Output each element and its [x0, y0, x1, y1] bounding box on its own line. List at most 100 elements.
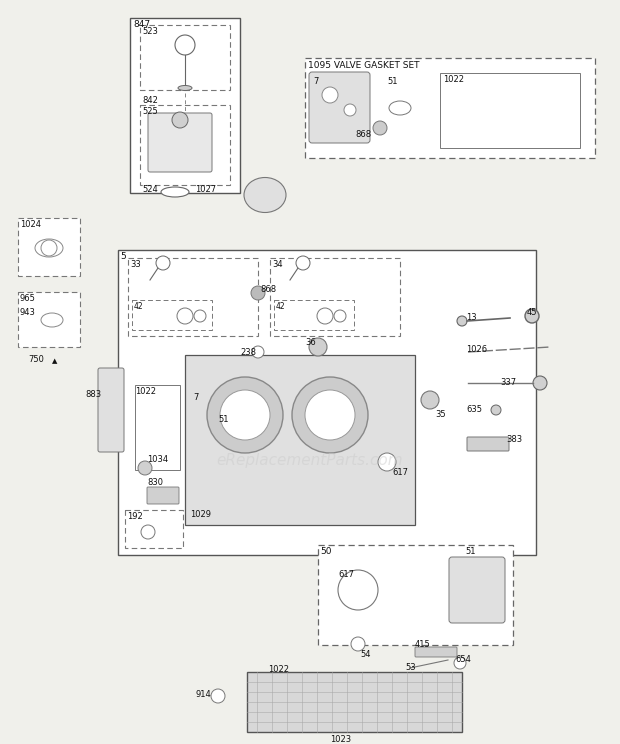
Circle shape — [41, 240, 57, 256]
FancyBboxPatch shape — [98, 368, 124, 452]
Text: 1022: 1022 — [135, 387, 156, 396]
Text: 617: 617 — [392, 468, 408, 477]
FancyBboxPatch shape — [449, 557, 505, 623]
Text: 36: 36 — [305, 338, 316, 347]
Text: 51: 51 — [218, 415, 229, 424]
Text: 847: 847 — [133, 20, 150, 29]
Circle shape — [344, 104, 356, 116]
Circle shape — [533, 376, 547, 390]
Bar — [18, 218, 80, 276]
Text: 1029: 1029 — [190, 510, 211, 519]
Circle shape — [220, 390, 270, 440]
Bar — [440, 73, 580, 148]
Circle shape — [156, 256, 170, 270]
Circle shape — [351, 637, 365, 651]
Circle shape — [251, 286, 265, 300]
Text: 53: 53 — [405, 663, 415, 672]
Text: 192: 192 — [127, 512, 143, 521]
Text: 914: 914 — [196, 690, 212, 699]
Text: 868: 868 — [260, 285, 276, 294]
Bar — [130, 18, 240, 193]
Text: 1027: 1027 — [195, 185, 216, 194]
Text: 750: 750 — [28, 355, 44, 364]
Text: 1024: 1024 — [20, 220, 41, 229]
Text: ▲: ▲ — [52, 358, 58, 364]
Bar — [132, 300, 212, 330]
Text: 5: 5 — [120, 252, 126, 261]
Circle shape — [141, 525, 155, 539]
Text: 35: 35 — [435, 410, 446, 419]
Text: 42: 42 — [276, 302, 286, 311]
Circle shape — [211, 689, 225, 703]
Circle shape — [252, 346, 264, 358]
Bar — [135, 385, 180, 470]
Bar — [185, 355, 415, 525]
Circle shape — [378, 453, 396, 471]
Text: 45: 45 — [527, 308, 538, 317]
Text: 523: 523 — [142, 27, 158, 36]
Text: 1022: 1022 — [268, 665, 289, 674]
Text: 51: 51 — [387, 77, 397, 86]
Text: 33: 33 — [130, 260, 141, 269]
Text: 51: 51 — [465, 547, 476, 556]
Circle shape — [454, 657, 466, 669]
Text: 842: 842 — [142, 96, 158, 105]
Bar — [274, 300, 354, 330]
Circle shape — [292, 377, 368, 453]
Circle shape — [177, 308, 193, 324]
Text: 1023: 1023 — [330, 735, 351, 744]
Bar — [270, 258, 400, 336]
Ellipse shape — [178, 86, 192, 91]
Circle shape — [194, 310, 206, 322]
Circle shape — [296, 256, 310, 270]
Text: 50: 50 — [320, 547, 332, 556]
FancyBboxPatch shape — [148, 113, 212, 172]
Bar — [318, 545, 513, 645]
Text: 1022: 1022 — [443, 75, 464, 84]
Circle shape — [334, 310, 346, 322]
Text: 13: 13 — [466, 313, 477, 322]
Text: 1034: 1034 — [147, 455, 168, 464]
Ellipse shape — [35, 239, 63, 257]
Text: 415: 415 — [415, 640, 431, 649]
Circle shape — [373, 121, 387, 135]
Bar — [18, 292, 80, 347]
Circle shape — [338, 570, 378, 610]
Text: 617: 617 — [338, 570, 354, 579]
Text: 7: 7 — [193, 393, 198, 402]
Bar — [128, 258, 258, 336]
Text: 54: 54 — [360, 650, 371, 659]
Circle shape — [172, 112, 188, 128]
Text: 524: 524 — [142, 185, 157, 194]
Circle shape — [421, 391, 439, 409]
Circle shape — [175, 35, 195, 55]
Circle shape — [309, 338, 327, 356]
Text: 965: 965 — [20, 294, 36, 303]
Text: 337: 337 — [500, 378, 516, 387]
Ellipse shape — [41, 313, 63, 327]
FancyBboxPatch shape — [147, 487, 179, 504]
FancyBboxPatch shape — [415, 647, 457, 657]
Text: 943: 943 — [20, 308, 36, 317]
Text: 654: 654 — [455, 655, 471, 664]
FancyBboxPatch shape — [309, 72, 370, 143]
Ellipse shape — [161, 187, 189, 197]
Bar — [140, 25, 230, 90]
Text: 868: 868 — [355, 130, 371, 139]
Text: 830: 830 — [147, 478, 163, 487]
Text: 525: 525 — [142, 107, 157, 116]
Ellipse shape — [389, 101, 411, 115]
Circle shape — [491, 405, 501, 415]
Bar — [125, 510, 183, 548]
Circle shape — [525, 309, 539, 323]
Circle shape — [317, 308, 333, 324]
Bar — [140, 105, 230, 185]
Text: 383: 383 — [506, 435, 522, 444]
Text: 34: 34 — [272, 260, 283, 269]
FancyBboxPatch shape — [467, 437, 509, 451]
Bar — [247, 672, 462, 732]
Circle shape — [138, 461, 152, 475]
Text: 238: 238 — [240, 348, 256, 357]
Bar — [305, 58, 595, 158]
Text: 7: 7 — [313, 77, 319, 86]
